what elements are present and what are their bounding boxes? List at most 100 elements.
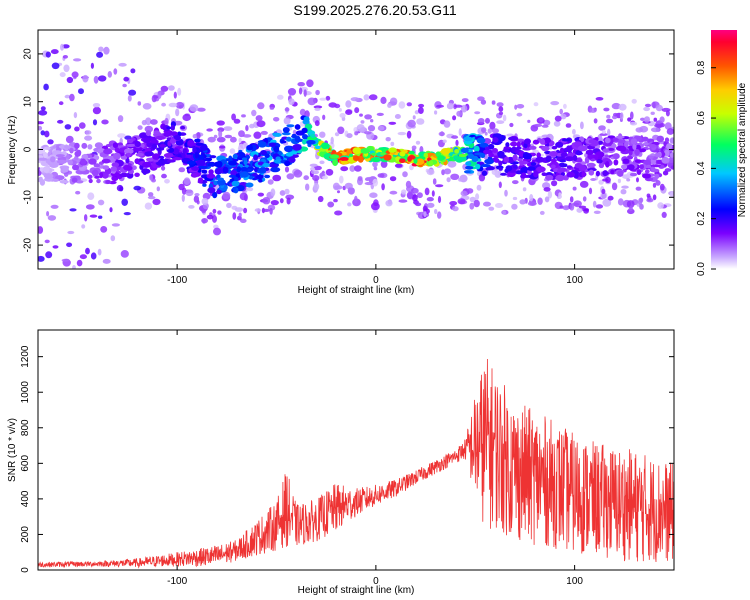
heat-ridge-cell: [626, 155, 634, 160]
heat-ridge-cell: [602, 148, 610, 153]
heat-ridge-cell: [628, 150, 633, 156]
heat-speckle: [149, 174, 153, 181]
heat-speckle: [455, 139, 459, 146]
heat-ridge-cell: [632, 143, 637, 150]
heat-speckle: [446, 102, 454, 110]
heat-ridge-cell: [158, 155, 165, 159]
heat-speckle: [357, 176, 363, 181]
heat-ridge-cell: [272, 132, 282, 137]
heat-speckle: [547, 190, 553, 199]
heat-ridge-cell: [352, 147, 362, 155]
heat-ridge-cell: [550, 158, 557, 163]
heat-ridge-cell: [262, 162, 270, 168]
heat-ridge-cell: [505, 165, 513, 172]
heat-speckle: [96, 51, 104, 58]
heat-speckle: [137, 125, 143, 130]
heat-ridge-cell: [284, 160, 291, 167]
heat-ridge-cell: [634, 159, 642, 164]
heat-speckle: [397, 131, 407, 136]
heat-speckle: [578, 205, 587, 209]
heat-ridge-cell: [604, 154, 609, 159]
heat-ridge-cell: [584, 156, 590, 164]
heat-ridge-cell: [225, 158, 233, 162]
heat-speckle: [193, 195, 200, 203]
heat-speckle: [314, 107, 321, 112]
heat-speckle: [572, 128, 576, 135]
heat-ridge-cell: [629, 172, 638, 177]
heat-speckle: [231, 113, 237, 121]
heat-ridge-cell: [620, 146, 627, 152]
x-tick-label: 100: [566, 275, 583, 286]
heat-speckle: [631, 98, 637, 104]
heat-speckle: [230, 136, 237, 143]
heat-speckle: [653, 117, 658, 122]
heat-ridge-cell: [607, 147, 615, 151]
heat-speckle: [344, 182, 353, 190]
heat-speckle: [59, 72, 66, 78]
heat-speckle: [201, 197, 209, 205]
heat-speckle: [241, 114, 246, 118]
heat-speckle: [277, 94, 284, 100]
heat-speckle: [322, 114, 326, 121]
heat-speckle: [559, 108, 563, 115]
heat-speckle: [406, 102, 412, 107]
heat-ridge-cell: [269, 163, 278, 168]
heat-speckle: [168, 85, 175, 91]
heat-speckle: [100, 226, 108, 233]
heat-ridge-cell: [206, 173, 216, 179]
heat-speckle: [92, 106, 101, 115]
heat-speckle: [306, 79, 314, 88]
heat-ridge-cell: [42, 166, 50, 173]
heat-ridge-cell: [518, 160, 528, 165]
heat-ridge-cell: [380, 152, 386, 156]
heat-speckle: [558, 192, 562, 199]
heat-ridge-cell: [575, 150, 583, 156]
heat-ridge-cell: [87, 174, 93, 179]
heat-ridge-cell: [71, 177, 78, 183]
heat-ridge-cell: [662, 170, 669, 176]
heat-speckle: [67, 230, 75, 235]
heat-ridge-cell: [512, 154, 518, 162]
heat-speckle: [661, 107, 671, 112]
heat-speckle: [43, 83, 49, 91]
heat-speckle: [123, 212, 131, 216]
heat-speckle: [77, 279, 81, 283]
heat-speckle: [601, 192, 607, 199]
heat-ridge-cell: [533, 170, 539, 178]
heat-speckle: [229, 148, 236, 154]
heat-speckle: [452, 115, 457, 121]
heat-speckle: [118, 62, 127, 67]
heat-ridge-cell: [191, 166, 200, 171]
heat-ridge-cell: [294, 135, 301, 143]
heat-speckle: [435, 184, 444, 188]
heat-ridge-cell: [197, 177, 204, 184]
heat-speckle: [659, 183, 665, 191]
heat-speckle: [478, 174, 486, 182]
heat-speckle: [652, 101, 656, 109]
heat-ridge-cell: [74, 155, 79, 161]
heat-speckle: [338, 108, 342, 112]
heat-speckle: [588, 187, 593, 195]
snr-series-line: [38, 358, 674, 569]
spectrogram-marks: [38, 43, 674, 283]
x-tick-label: 100: [566, 576, 583, 587]
heat-ridge-cell: [605, 161, 610, 168]
heat-ridge-cell: [555, 141, 564, 148]
heat-speckle: [601, 188, 606, 194]
heat-ridge-cell: [302, 134, 308, 140]
heat-ridge-cell: [564, 156, 575, 162]
heat-ridge-cell: [281, 132, 291, 136]
heat-ridge-cell: [232, 186, 237, 192]
heat-ridge-cell: [304, 123, 313, 130]
heat-ridge-cell: [664, 137, 670, 143]
heat-ridge-cell: [98, 172, 104, 179]
heat-speckle: [630, 111, 634, 120]
heat-ridge-cell: [186, 160, 196, 165]
heat-ridge-cell: [74, 142, 80, 149]
heat-speckle: [312, 175, 320, 181]
heat-speckle: [368, 94, 378, 101]
heat-speckle: [354, 131, 359, 136]
heat-speckle: [506, 133, 514, 137]
heat-speckle: [144, 202, 153, 210]
heat-ridge-cell: [630, 138, 638, 145]
